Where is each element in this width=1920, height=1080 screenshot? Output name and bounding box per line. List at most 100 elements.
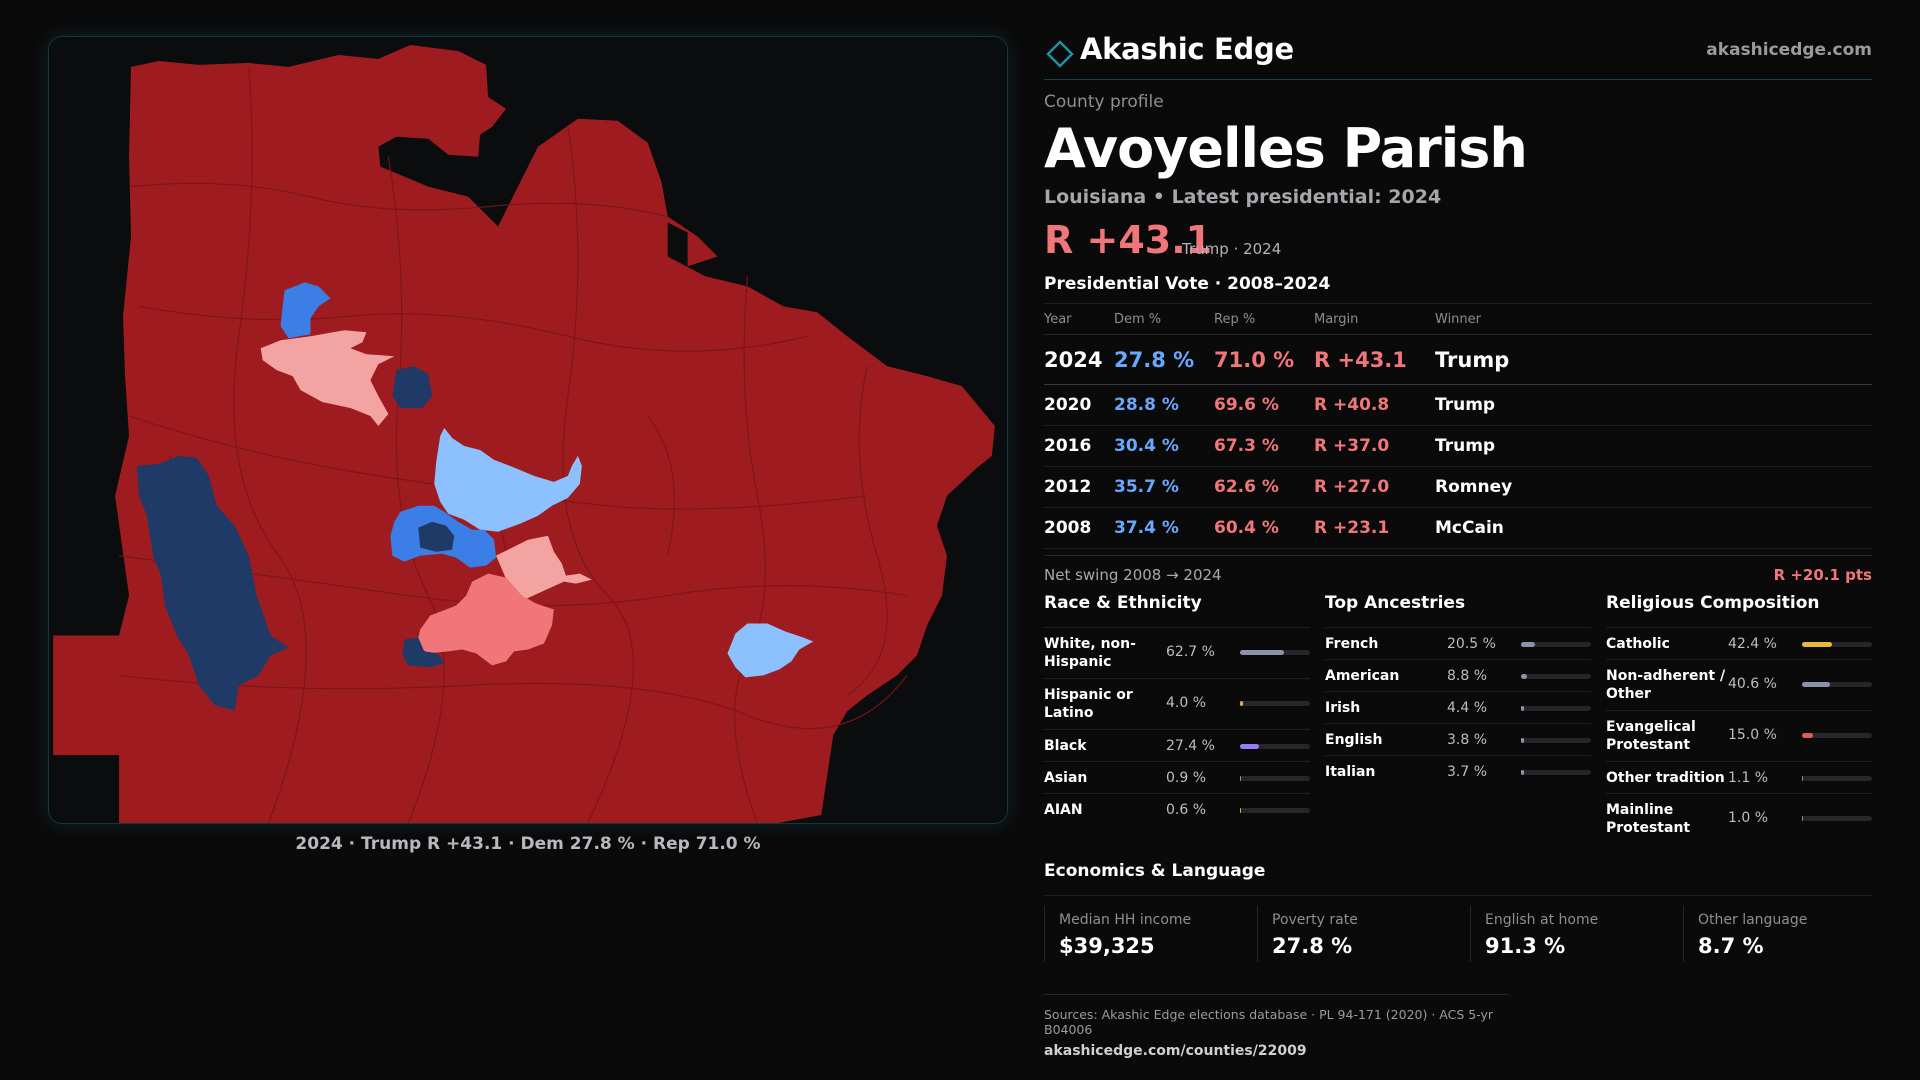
map-region-tilt-d-east[interactable] — [727, 623, 814, 678]
stat-label: Mainline Protestant — [1606, 802, 1691, 837]
stat-bar-fill — [1240, 776, 1242, 782]
table-header-row: Year Dem % Rep % Margin Winner — [1044, 303, 1872, 336]
stat-value: 3.7 % — [1447, 764, 1488, 781]
county-map[interactable] — [48, 36, 1008, 824]
stat-bar-fill — [1521, 674, 1528, 680]
stat-bar-fill — [1802, 682, 1831, 688]
table-row: 2020 28.8 % 69.6 % R +40.8 Trump — [1044, 384, 1872, 427]
map-region-safe-d-central[interactable] — [418, 521, 455, 552]
stat-bar-fill — [1802, 776, 1804, 782]
stat-bar-track — [1521, 642, 1591, 648]
stat-row: Italian 3.7 % — [1325, 755, 1591, 787]
sources-footer: Sources: Akashic Edge elections database… — [1044, 994, 1508, 1059]
map-region-lean-d-nw[interactable] — [280, 282, 331, 339]
econ-label: Median HH income — [1059, 912, 1192, 929]
table-row: 2024 27.8 % 71.0 % R +43.1 Trump — [1044, 334, 1872, 386]
stat-bar-track — [1240, 776, 1310, 782]
permalink[interactable]: akashicedge.com/counties/22009 — [1044, 1043, 1307, 1059]
stat-row: Mainline Protestant 1.0 % — [1606, 793, 1872, 844]
stat-value: 3.8 % — [1447, 732, 1488, 749]
stat-bar-fill — [1240, 808, 1242, 814]
stat-bar-fill — [1240, 701, 1243, 707]
cell-margin: R +23.1 — [1314, 507, 1435, 550]
stat-bar-fill — [1802, 816, 1804, 822]
latest-margin: R +43.1 Trump · 2024 — [1044, 218, 1872, 268]
stat-row: Hispanic or Latino 4.0 % — [1044, 678, 1310, 729]
net-swing-label: Net swing 2008 → 2024 — [1044, 566, 1222, 585]
cell-rep: 60.4 % — [1214, 507, 1314, 550]
precinct-map-svg[interactable] — [49, 37, 1007, 823]
stat-label: Other tradition — [1606, 770, 1725, 787]
map-region-tilt-d-central[interactable] — [434, 428, 582, 532]
latest-margin-note: Trump · 2024 — [1182, 240, 1282, 259]
stat-bar-track — [1802, 642, 1872, 648]
econ-english-at-home: English at home 91.3 % — [1470, 906, 1670, 963]
map-region-safe-r[interactable] — [53, 44, 995, 823]
map-region-tilt-r-central[interactable] — [496, 535, 592, 602]
stat-row: Black 27.4 % — [1044, 729, 1310, 761]
cell-winner: Romney — [1435, 466, 1872, 509]
race-rows: White, non- Hispanic 62.7 % Hispanic or La… — [1044, 627, 1310, 825]
brand-header: Akashic Edge akashicedge.com — [1044, 28, 1872, 80]
stat-row: French 20.5 % — [1325, 627, 1591, 659]
stat-row: Evangelical Protestant 15.0 % — [1606, 710, 1872, 761]
cell-dem: 37.4 % — [1114, 507, 1214, 550]
ancestry-card: Top Ancestries French 20.5 % American 8.8 %… — [1325, 591, 1591, 787]
econ-label: Other language — [1698, 912, 1808, 929]
cell-rep: 69.6 % — [1214, 384, 1314, 427]
stat-label: French — [1325, 636, 1379, 653]
map-region-safe-d-south[interactable] — [402, 637, 445, 668]
table-row: 2012 35.7 % 62.6 % R +27.0 Romney — [1044, 466, 1872, 509]
stat-bar-track — [1521, 738, 1591, 744]
econ-label: English at home — [1485, 912, 1599, 929]
map-region-safe-d-nw[interactable] — [392, 366, 433, 409]
map-region-safe-d-west[interactable] — [136, 455, 289, 711]
stat-bar-fill — [1521, 770, 1524, 776]
econ-poverty-rate: Poverty rate 27.8 % — [1257, 906, 1457, 963]
stat-label: Catholic — [1606, 636, 1670, 653]
cell-rep: 71.0 % — [1214, 334, 1314, 386]
column-header-rep: Rep % — [1214, 303, 1314, 336]
page-title: Avoyelles Parish — [1044, 117, 1528, 180]
stat-value: 62.7 % — [1166, 644, 1215, 661]
stat-label: Non-adherent / Other — [1606, 668, 1726, 703]
stat-row: Non-adherent / Other 40.6 % — [1606, 659, 1872, 710]
net-swing-row: Net swing 2008 → 2024 R +20.1 pts — [1044, 555, 1872, 591]
stat-bar-track — [1240, 701, 1310, 707]
map-region-tilt-r-nw[interactable] — [260, 330, 395, 427]
econ-value: 8.7 % — [1698, 934, 1764, 959]
cell-year: 2012 — [1044, 466, 1114, 509]
stat-value: 0.6 % — [1166, 802, 1207, 819]
county-profile-panel: Akashic Edge akashicedge.com County prof… — [1044, 28, 1872, 965]
cell-rep: 67.3 % — [1214, 425, 1314, 468]
sources-line: Sources: Akashic Edge elections database… — [1044, 1007, 1494, 1037]
stat-bar-fill — [1240, 744, 1260, 750]
brand-url-link[interactable]: akashicedge.com — [1706, 40, 1872, 60]
stat-value: 1.1 % — [1728, 770, 1769, 787]
ancestry-heading: Top Ancestries — [1325, 593, 1466, 614]
net-swing-value: R +20.1 pts — [1773, 566, 1872, 585]
econ-median-income: Median HH income $39,325 — [1044, 906, 1244, 963]
cell-rep: 62.6 % — [1214, 466, 1314, 509]
column-header-winner: Winner — [1435, 303, 1872, 336]
cell-winner: Trump — [1435, 334, 1872, 386]
economics-heading: Economics & Language — [1044, 861, 1266, 882]
brand-name[interactable]: Akashic Edge — [1080, 32, 1294, 66]
map-region-lean-r-central[interactable] — [416, 573, 554, 666]
stat-label: Hispanic or Latino — [1044, 687, 1133, 722]
profile-subtitle: Louisiana • Latest presidential: 2024 — [1044, 186, 1442, 209]
stat-bar-track — [1802, 816, 1872, 822]
stat-value: 27.4 % — [1166, 738, 1215, 755]
stat-value: 0.9 % — [1166, 770, 1207, 787]
religion-heading: Religious Composition — [1606, 593, 1820, 614]
stat-bar-track — [1802, 682, 1872, 688]
cell-dem: 30.4 % — [1114, 425, 1214, 468]
stat-row: American 8.8 % — [1325, 659, 1591, 691]
stat-value: 1.0 % — [1728, 810, 1769, 827]
cell-year: 2020 — [1044, 384, 1114, 427]
stat-label: AIAN — [1044, 802, 1083, 819]
stat-label: Asian — [1044, 770, 1088, 787]
column-header-dem: Dem % — [1114, 303, 1214, 336]
stat-label: White, non- Hispanic — [1044, 636, 1136, 671]
stat-value: 40.6 % — [1728, 676, 1777, 693]
